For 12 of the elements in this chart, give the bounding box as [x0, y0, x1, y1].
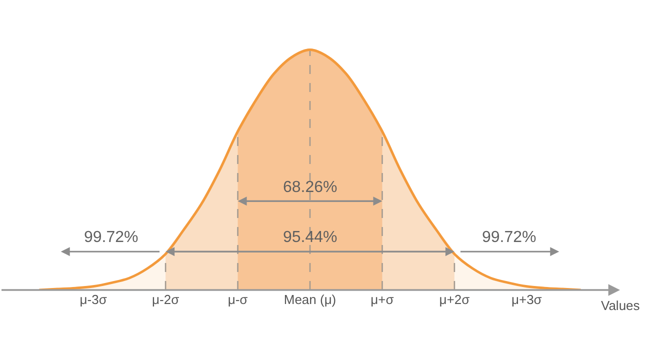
- x-tick-label: μ+σ: [370, 292, 394, 307]
- annotation: 68.26%: [283, 179, 338, 196]
- x-axis-title: Values: [601, 298, 640, 313]
- annotation: 99.72%: [84, 229, 138, 246]
- x-tick-label: μ-2σ: [152, 292, 180, 307]
- annotation: 99.72%: [482, 229, 536, 246]
- annotation: 95.44%: [283, 229, 338, 246]
- x-tick-label: μ-3σ: [80, 292, 107, 307]
- x-tick-label: μ+2σ: [439, 292, 470, 307]
- x-tick-label: μ-σ: [228, 292, 248, 307]
- x-tick-label: Mean (μ): [284, 292, 336, 307]
- x-tick-label: μ+3σ: [511, 292, 542, 307]
